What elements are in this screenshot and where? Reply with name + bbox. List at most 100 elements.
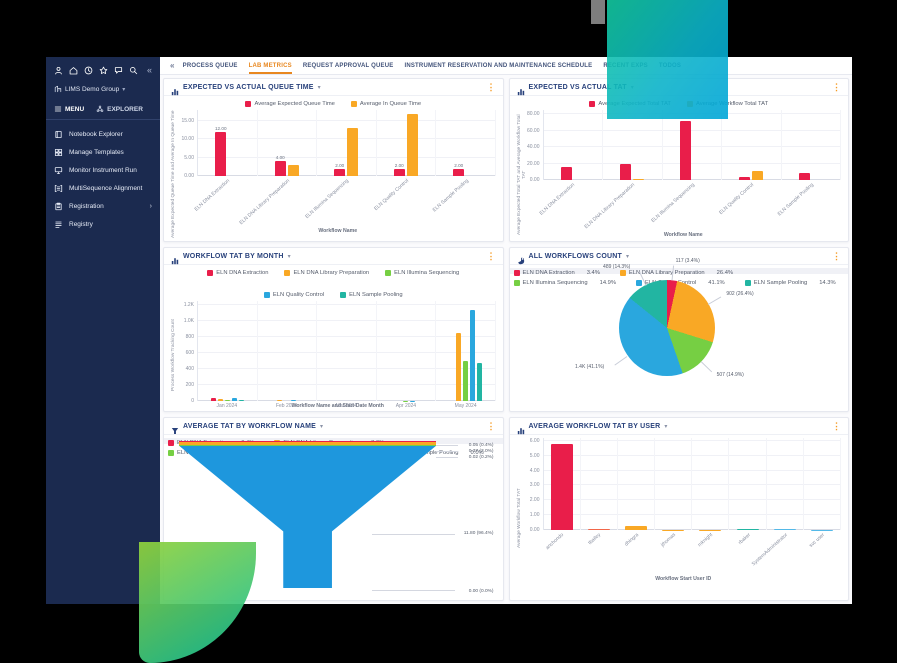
legend-swatch <box>284 270 291 276</box>
bar[interactable] <box>587 528 610 530</box>
funnel-stage[interactable] <box>179 442 436 445</box>
bar[interactable]: 2.00 <box>334 163 346 176</box>
gridline <box>543 129 841 131</box>
bar[interactable]: 2.00 <box>453 163 465 176</box>
bar[interactable]: 2.00 <box>393 163 405 176</box>
funnel-stage[interactable] <box>179 441 436 442</box>
funnel-stage[interactable] <box>179 445 436 446</box>
legend-item[interactable]: ELN Sample Pooling <box>340 292 403 298</box>
bar[interactable] <box>287 165 299 176</box>
tab-process-queue[interactable]: PROCESS QUEUE <box>182 62 238 69</box>
bar[interactable]: 12.00 <box>215 126 227 176</box>
tab-request-approval-queue[interactable]: REQUEST APPROVAL QUEUE <box>302 62 394 69</box>
legend-item[interactable]: Average Expected Queue Time <box>245 101 335 107</box>
kebab-menu-icon[interactable]: ⋮ <box>486 81 496 92</box>
bar[interactable] <box>406 113 418 176</box>
panel-average-workflow-tat-by-user: AVERAGE WORKFLOW TAT BY USER ▾ ⋮ Average Wo… <box>508 417 849 601</box>
legend-item[interactable]: ELN Quality Control <box>263 292 324 298</box>
bar[interactable] <box>455 333 461 401</box>
sidebar-item-multisequence-alignment[interactable]: MultiSequence Alignment <box>46 179 160 197</box>
legend-item[interactable]: ELN Illumina Sequencing 14.9% <box>513 280 616 286</box>
sidebar-item-registration[interactable]: Registration › <box>46 197 160 215</box>
kebab-menu-icon[interactable]: ⋮ <box>486 420 496 431</box>
legend-swatch <box>245 101 252 107</box>
collapse-panel-icon[interactable]: « <box>146 65 152 75</box>
legend-percent: 3.4% <box>586 270 600 276</box>
legend-item[interactable]: Average In Queue Time <box>350 101 421 107</box>
bar[interactable] <box>238 400 244 401</box>
bar[interactable] <box>560 166 572 180</box>
gridline <box>198 120 496 121</box>
chevron-down-icon[interactable]: ▾ <box>626 253 630 260</box>
user-icon[interactable] <box>54 66 63 75</box>
legend-item[interactable]: ELN Sample Pooling 14.3% <box>744 280 836 286</box>
funnel-callout-line <box>435 445 459 446</box>
bar[interactable] <box>217 398 223 401</box>
bar[interactable] <box>210 397 216 401</box>
chevron-down-icon[interactable]: ▾ <box>317 84 321 91</box>
star-icon[interactable] <box>99 66 108 75</box>
category-group <box>377 301 436 401</box>
legend-item[interactable]: ELN DNA Extraction 3.4% <box>513 270 600 276</box>
tab-lab-metrics[interactable]: LAB METRICS <box>248 58 292 74</box>
y-tick-label: 200 <box>185 382 194 388</box>
bar[interactable] <box>739 176 751 180</box>
kebab-menu-icon[interactable]: ⋮ <box>832 81 841 92</box>
x-axis-ticks: ELN DNA Extraction ELN DNA Library Prepar… <box>193 176 496 226</box>
bar[interactable] <box>476 363 482 401</box>
history-icon[interactable] <box>84 66 93 75</box>
bar[interactable] <box>798 173 810 180</box>
pie-slice-label: 117 (3.4%) <box>675 258 700 265</box>
y-tick-label: 0.00 <box>184 173 194 179</box>
home-icon[interactable] <box>69 66 78 75</box>
chevron-down-icon[interactable]: ▾ <box>320 423 324 430</box>
bar[interactable] <box>773 528 796 530</box>
legend-item[interactable]: ELN Illumina Sequencing <box>385 270 459 276</box>
bar[interactable] <box>291 400 297 401</box>
bar[interactable] <box>462 361 468 401</box>
hamburger-icon <box>54 105 62 113</box>
tab-instrument-reservation-and-maintenance-schedule[interactable]: INSTRUMENT RESERVATION AND MAINTENANCE S… <box>404 62 593 69</box>
bar[interactable] <box>347 128 359 176</box>
bar[interactable] <box>620 163 632 180</box>
legend-item[interactable]: ELN DNA Library Preparation 26.4% <box>619 270 733 276</box>
pie-slice-label: 1.4K (41.1%) <box>575 363 605 370</box>
bar[interactable] <box>231 397 237 401</box>
bar[interactable]: 4.00 <box>274 155 286 176</box>
sidebar-tab-menu[interactable]: MENU <box>54 105 84 113</box>
bar-value-label: 2.00 <box>335 162 345 168</box>
bar[interactable] <box>633 179 645 180</box>
bar[interactable] <box>752 170 764 180</box>
sidebar-item-notebook-explorer[interactable]: Notebook Explorer <box>46 125 160 143</box>
bar[interactable] <box>550 443 573 530</box>
sidebar-item-registry[interactable]: Registry <box>46 215 160 233</box>
sidebar-item-manage-templates[interactable]: Manage Templates <box>46 143 160 161</box>
category-group <box>603 110 663 180</box>
x-tick-label: jthomas <box>660 532 678 549</box>
bar[interactable] <box>277 400 283 401</box>
workspace-selector[interactable]: LIMS Demo Group ▾ <box>46 81 160 100</box>
chat-icon[interactable] <box>114 66 123 75</box>
search-icon[interactable] <box>129 66 138 75</box>
legend-item[interactable]: ELN DNA Extraction <box>207 270 268 276</box>
kebab-menu-icon[interactable]: ⋮ <box>832 420 841 431</box>
sidebar-item-monitor-instrument-run[interactable]: Monitor Instrument Run <box>46 161 160 179</box>
legend-item[interactable]: ELN DNA Library Preparation <box>284 270 369 276</box>
x-tick-label: Mar 2024 <box>335 403 357 409</box>
collapse-sidebar-icon[interactable]: « <box>170 61 175 70</box>
bar[interactable] <box>224 400 230 401</box>
legend-swatch <box>636 280 643 286</box>
bar[interactable] <box>469 309 475 401</box>
chevron-down-icon[interactable]: ▾ <box>287 253 291 260</box>
bar[interactable] <box>736 529 759 530</box>
y-tick-label: 60.00 <box>526 127 540 134</box>
pie-chart[interactable] <box>618 280 715 376</box>
kebab-menu-icon[interactable]: ⋮ <box>486 250 496 261</box>
pie-callout-line <box>639 271 647 286</box>
kebab-menu-icon[interactable]: ⋮ <box>832 250 841 261</box>
chevron-down-icon[interactable]: ▾ <box>664 423 668 430</box>
sidebar-tab-explorer[interactable]: EXPLORER <box>96 105 143 113</box>
bar[interactable] <box>679 120 691 180</box>
bar[interactable] <box>624 526 647 530</box>
x-tick-label: ELN Sample Pooling <box>431 178 470 214</box>
